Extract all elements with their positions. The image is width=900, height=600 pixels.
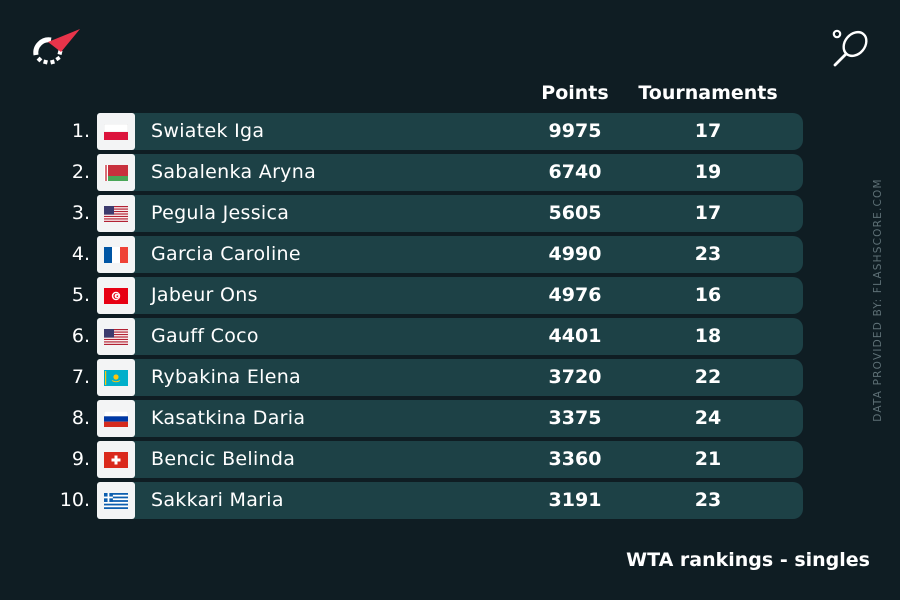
row-bar: Kasatkina Daria 3375 24 [97,400,803,437]
player-name: Sabalenka Aryna [151,161,317,183]
row-bar: Garcia Caroline 4990 23 [97,236,803,273]
table-row: 2. Sabalenka Aryna 6740 19 [0,154,900,195]
kazakhstan-flag-icon [104,369,128,386]
rankings-table: 1. Swiatek Iga 9975 17 2. Sabalenka Aryn… [0,113,900,523]
tournaments-value: 17 [694,202,722,224]
row-bar: Bencic Belinda 3360 21 [97,441,803,478]
points-value: 9975 [548,120,602,142]
table-row: 4. Garcia Caroline 4990 23 [0,236,900,277]
points-value: 3191 [548,489,602,511]
rank: 8. [71,407,90,429]
tournaments-value: 24 [694,407,722,429]
usa-flag-icon [104,328,128,345]
tournaments-value: 23 [694,489,722,511]
usa-flag-icon [104,205,128,222]
tournaments-value: 17 [694,120,722,142]
row-bar: Rybakina Elena 3720 22 [97,359,803,396]
tunisia-flag-icon [104,287,128,304]
points-value: 6740 [548,161,602,183]
france-flag-icon [104,246,128,263]
greece-flag-icon [104,492,128,509]
tournaments-value: 16 [694,284,722,306]
player-name: Swiatek Iga [151,120,265,142]
points-value: 4976 [548,284,602,306]
rankings-caption: WTA rankings - singles [626,549,870,571]
row-bar: Gauff Coco 4401 18 [97,318,803,355]
rank: 9. [71,448,90,470]
table-row: 8. Kasatkina Daria 3375 24 [0,400,900,441]
table-row: 7. Rybakina Elena 3720 22 [0,359,900,400]
points-value: 4990 [548,243,602,265]
points-value: 3360 [548,448,602,470]
column-headers: Points Tournaments [0,82,900,108]
player-name: Garcia Caroline [151,243,301,265]
tournaments-value: 21 [694,448,722,470]
belarus-flag-icon [104,164,128,181]
table-row: 10. Sakkari Maria 3191 23 [0,482,900,523]
player-name: Bencic Belinda [151,448,296,470]
russia-flag-icon [104,410,128,427]
points-value: 5605 [548,202,602,224]
rank: 10. [59,489,90,511]
tournaments-value: 19 [694,161,722,183]
points-header: Points [541,82,609,104]
rank: 5. [71,284,90,306]
points-value: 4401 [548,325,602,347]
tournaments-header: Tournaments [638,82,778,104]
tennis-racket-icon [832,29,868,67]
row-bar: Pegula Jessica 5605 17 [97,195,803,232]
rank: 7. [71,366,90,388]
rank: 6. [71,325,90,347]
tournaments-value: 23 [694,243,722,265]
player-name: Rybakina Elena [151,366,301,388]
player-name: Gauff Coco [151,325,259,347]
rank: 1. [71,120,90,142]
table-row: 6. Gauff Coco 4401 18 [0,318,900,359]
switzerland-flag-icon [104,451,128,468]
row-bar: Jabeur Ons 4976 16 [97,277,803,314]
player-name: Kasatkina Daria [151,407,306,429]
row-bar: Sakkari Maria 3191 23 [97,482,803,519]
table-row: 5. Jabeur Ons 4976 16 [0,277,900,318]
table-row: 3. Pegula Jessica 5605 17 [0,195,900,236]
row-bar: Swiatek Iga 9975 17 [97,113,803,150]
table-row: 1. Swiatek Iga 9975 17 [0,113,900,154]
flashscore-logo-icon [33,29,80,65]
table-row: 9. Bencic Belinda 3360 21 [0,441,900,482]
player-name: Jabeur Ons [151,284,258,306]
points-value: 3720 [548,366,602,388]
rank: 2. [71,161,90,183]
points-value: 3375 [548,407,602,429]
row-bar: Sabalenka Aryna 6740 19 [97,154,803,191]
rank: 4. [71,243,90,265]
rank: 3. [71,202,90,224]
player-name: Pegula Jessica [151,202,290,224]
player-name: Sakkari Maria [151,489,284,511]
tournaments-value: 22 [694,366,722,388]
poland-flag-icon [104,123,128,140]
tournaments-value: 18 [694,325,722,347]
